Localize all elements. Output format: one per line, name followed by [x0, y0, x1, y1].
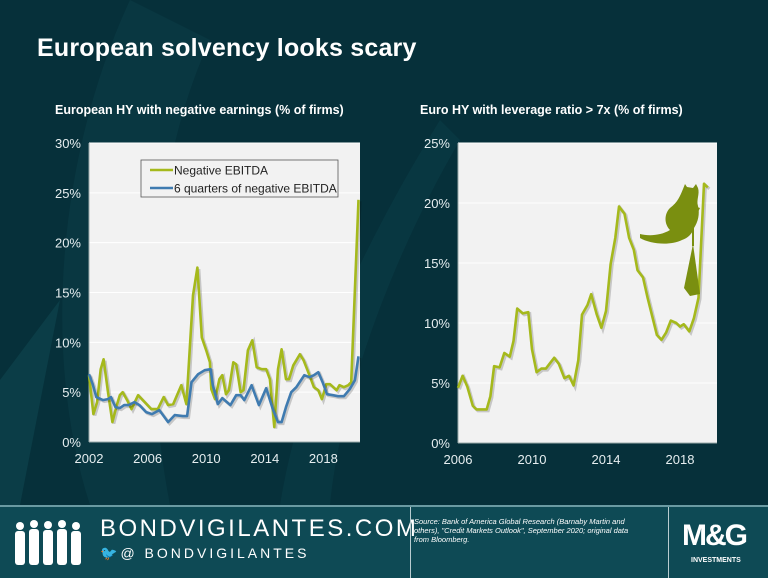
- y-tick-label: 0%: [431, 436, 450, 451]
- cat-body: [640, 184, 699, 244]
- y-tick-label: 15%: [55, 286, 81, 301]
- y-tick-label: 10%: [424, 316, 450, 331]
- y-tick-label: 20%: [55, 236, 81, 251]
- footer: BONDVIGILANTES.COM 🐦@ BONDVIGILANTES Sou…: [0, 505, 768, 578]
- broom-bristles: [684, 244, 700, 296]
- mg-logo-subtext: INVESTMENTS: [691, 557, 741, 564]
- legend: [140, 159, 339, 198]
- x-tick-label: 2014: [250, 451, 279, 466]
- twitter-handle-text: @ BONDVIGILANTES: [120, 545, 310, 561]
- series-line-1: [456, 182, 709, 411]
- site-link[interactable]: BONDVIGILANTES.COM: [100, 515, 419, 542]
- y-tick-label: 25%: [55, 186, 81, 201]
- y-tick-label: 20%: [424, 196, 450, 211]
- x-tick-label: 2002: [75, 451, 104, 466]
- legend-label: 6 quarters of negative EBITDA: [174, 182, 337, 196]
- y-tick-label: 15%: [424, 256, 450, 271]
- twitter-bird-icon: 🐦: [100, 545, 121, 561]
- right-chart-title: Euro HY with leverage ratio > 7x (% of f…: [420, 103, 683, 117]
- y-tick-label: 10%: [55, 335, 81, 350]
- x-tick-label: 2006: [133, 451, 162, 466]
- left-chart-title: European HY with negative earnings (% of…: [55, 103, 344, 117]
- footer-divider: [668, 507, 669, 578]
- series-shadow: [458, 181, 711, 413]
- witch-cat-on-broom-icon: [640, 184, 700, 296]
- y-tick-label: 0%: [62, 435, 81, 450]
- source-note: Source: Bank of America Global Research …: [414, 517, 629, 544]
- y-tick-label: 5%: [431, 376, 450, 391]
- broom-stick: [692, 214, 694, 246]
- mg-logo-text: M&G: [682, 519, 748, 552]
- negative-earnings-chart: 0% 5% 10% 15% 20% 25% 30% 2002 2006 2010 2014 2018 N…: [55, 136, 362, 466]
- x-tick-label: 2014: [592, 452, 621, 467]
- y-tick-label: 5%: [62, 385, 81, 400]
- legend-label: Negative EBITDA: [174, 164, 268, 178]
- series-line-1: [87, 199, 360, 429]
- footer-divider: [410, 507, 411, 578]
- y-tick-label: 25%: [424, 136, 450, 151]
- series-line-2: [87, 356, 360, 424]
- cat-paw: [686, 204, 700, 212]
- x-tick-label: 2010: [518, 452, 547, 467]
- people-silhouettes-icon: [15, 520, 81, 565]
- x-tick-label: 2018: [309, 451, 338, 466]
- x-tick-label: 2006: [444, 452, 473, 467]
- x-tick-label: 2010: [192, 451, 221, 466]
- series-shadow: [89, 357, 362, 426]
- twitter-handle[interactable]: 🐦@ BONDVIGILANTES: [100, 545, 309, 562]
- slide-title: European solvency looks scary: [37, 34, 417, 62]
- y-tick-label: 30%: [55, 136, 81, 151]
- leverage-ratio-chart: 0% 5% 10% 15% 20% 25% 2006 2010 2014 2018: [424, 136, 717, 467]
- plot-area: [458, 143, 717, 443]
- x-tick-label: 2018: [666, 452, 695, 467]
